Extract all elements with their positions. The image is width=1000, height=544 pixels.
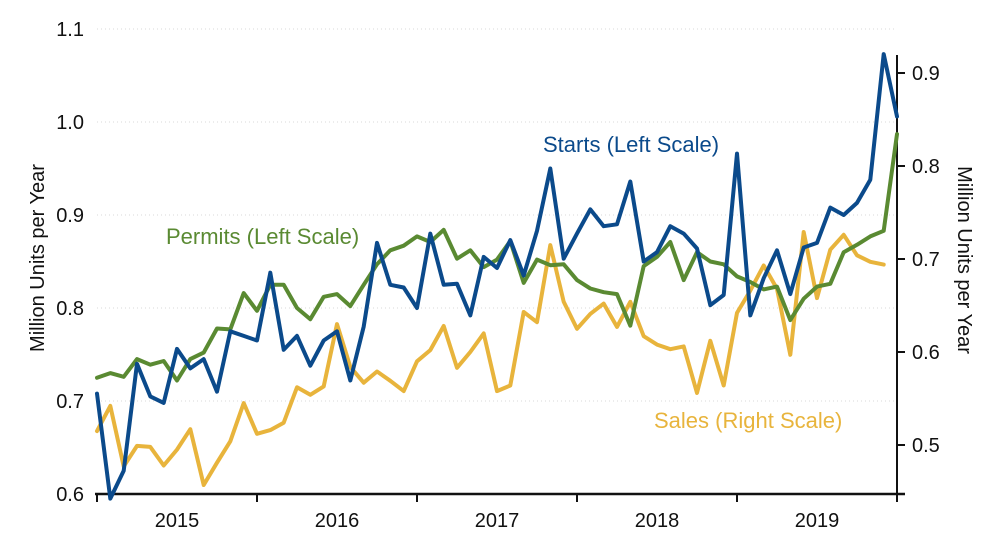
right-tick-label: 0.8 — [912, 156, 940, 178]
starts-line — [95, 52, 899, 501]
axes: 0.6 0.7 0.8 0.9 1.0 1.1 0.5 0.6 0.7 0.8 0.9 2015 201… — [56, 19, 940, 532]
x-tick-label: 2018 — [635, 510, 680, 532]
left-tick-label: 1.0 — [56, 112, 84, 134]
left-tick-label: 0.7 — [56, 391, 84, 413]
permits-series-label: Permits (Left Scale) — [166, 224, 359, 249]
x-tick-label: 2015 — [155, 510, 200, 532]
sales-series-label: Sales (Right Scale) — [654, 408, 842, 433]
right-tick-label: 0.7 — [912, 249, 940, 271]
x-tick-label: 2019 — [795, 510, 840, 532]
right-axis-title: Million Units per Year — [953, 166, 975, 354]
right-tick-label: 0.9 — [912, 63, 940, 85]
left-tick-label: 0.9 — [56, 205, 84, 227]
left-axis-title: Million Units per Year — [27, 164, 49, 352]
series-lines — [95, 52, 899, 501]
left-tick-label: 0.8 — [56, 298, 84, 320]
grid — [97, 28, 897, 402]
sales-line — [95, 230, 886, 487]
permits-line — [95, 132, 899, 383]
right-tick-label: 0.5 — [912, 435, 940, 457]
x-tick-label: 2016 — [315, 510, 360, 532]
left-tick-label: 1.1 — [56, 19, 84, 41]
left-tick-label: 0.6 — [56, 484, 84, 506]
x-tick-label: 2017 — [475, 510, 520, 532]
starts-series-label: Starts (Left Scale) — [543, 132, 719, 157]
right-tick-label: 0.6 — [912, 342, 940, 364]
